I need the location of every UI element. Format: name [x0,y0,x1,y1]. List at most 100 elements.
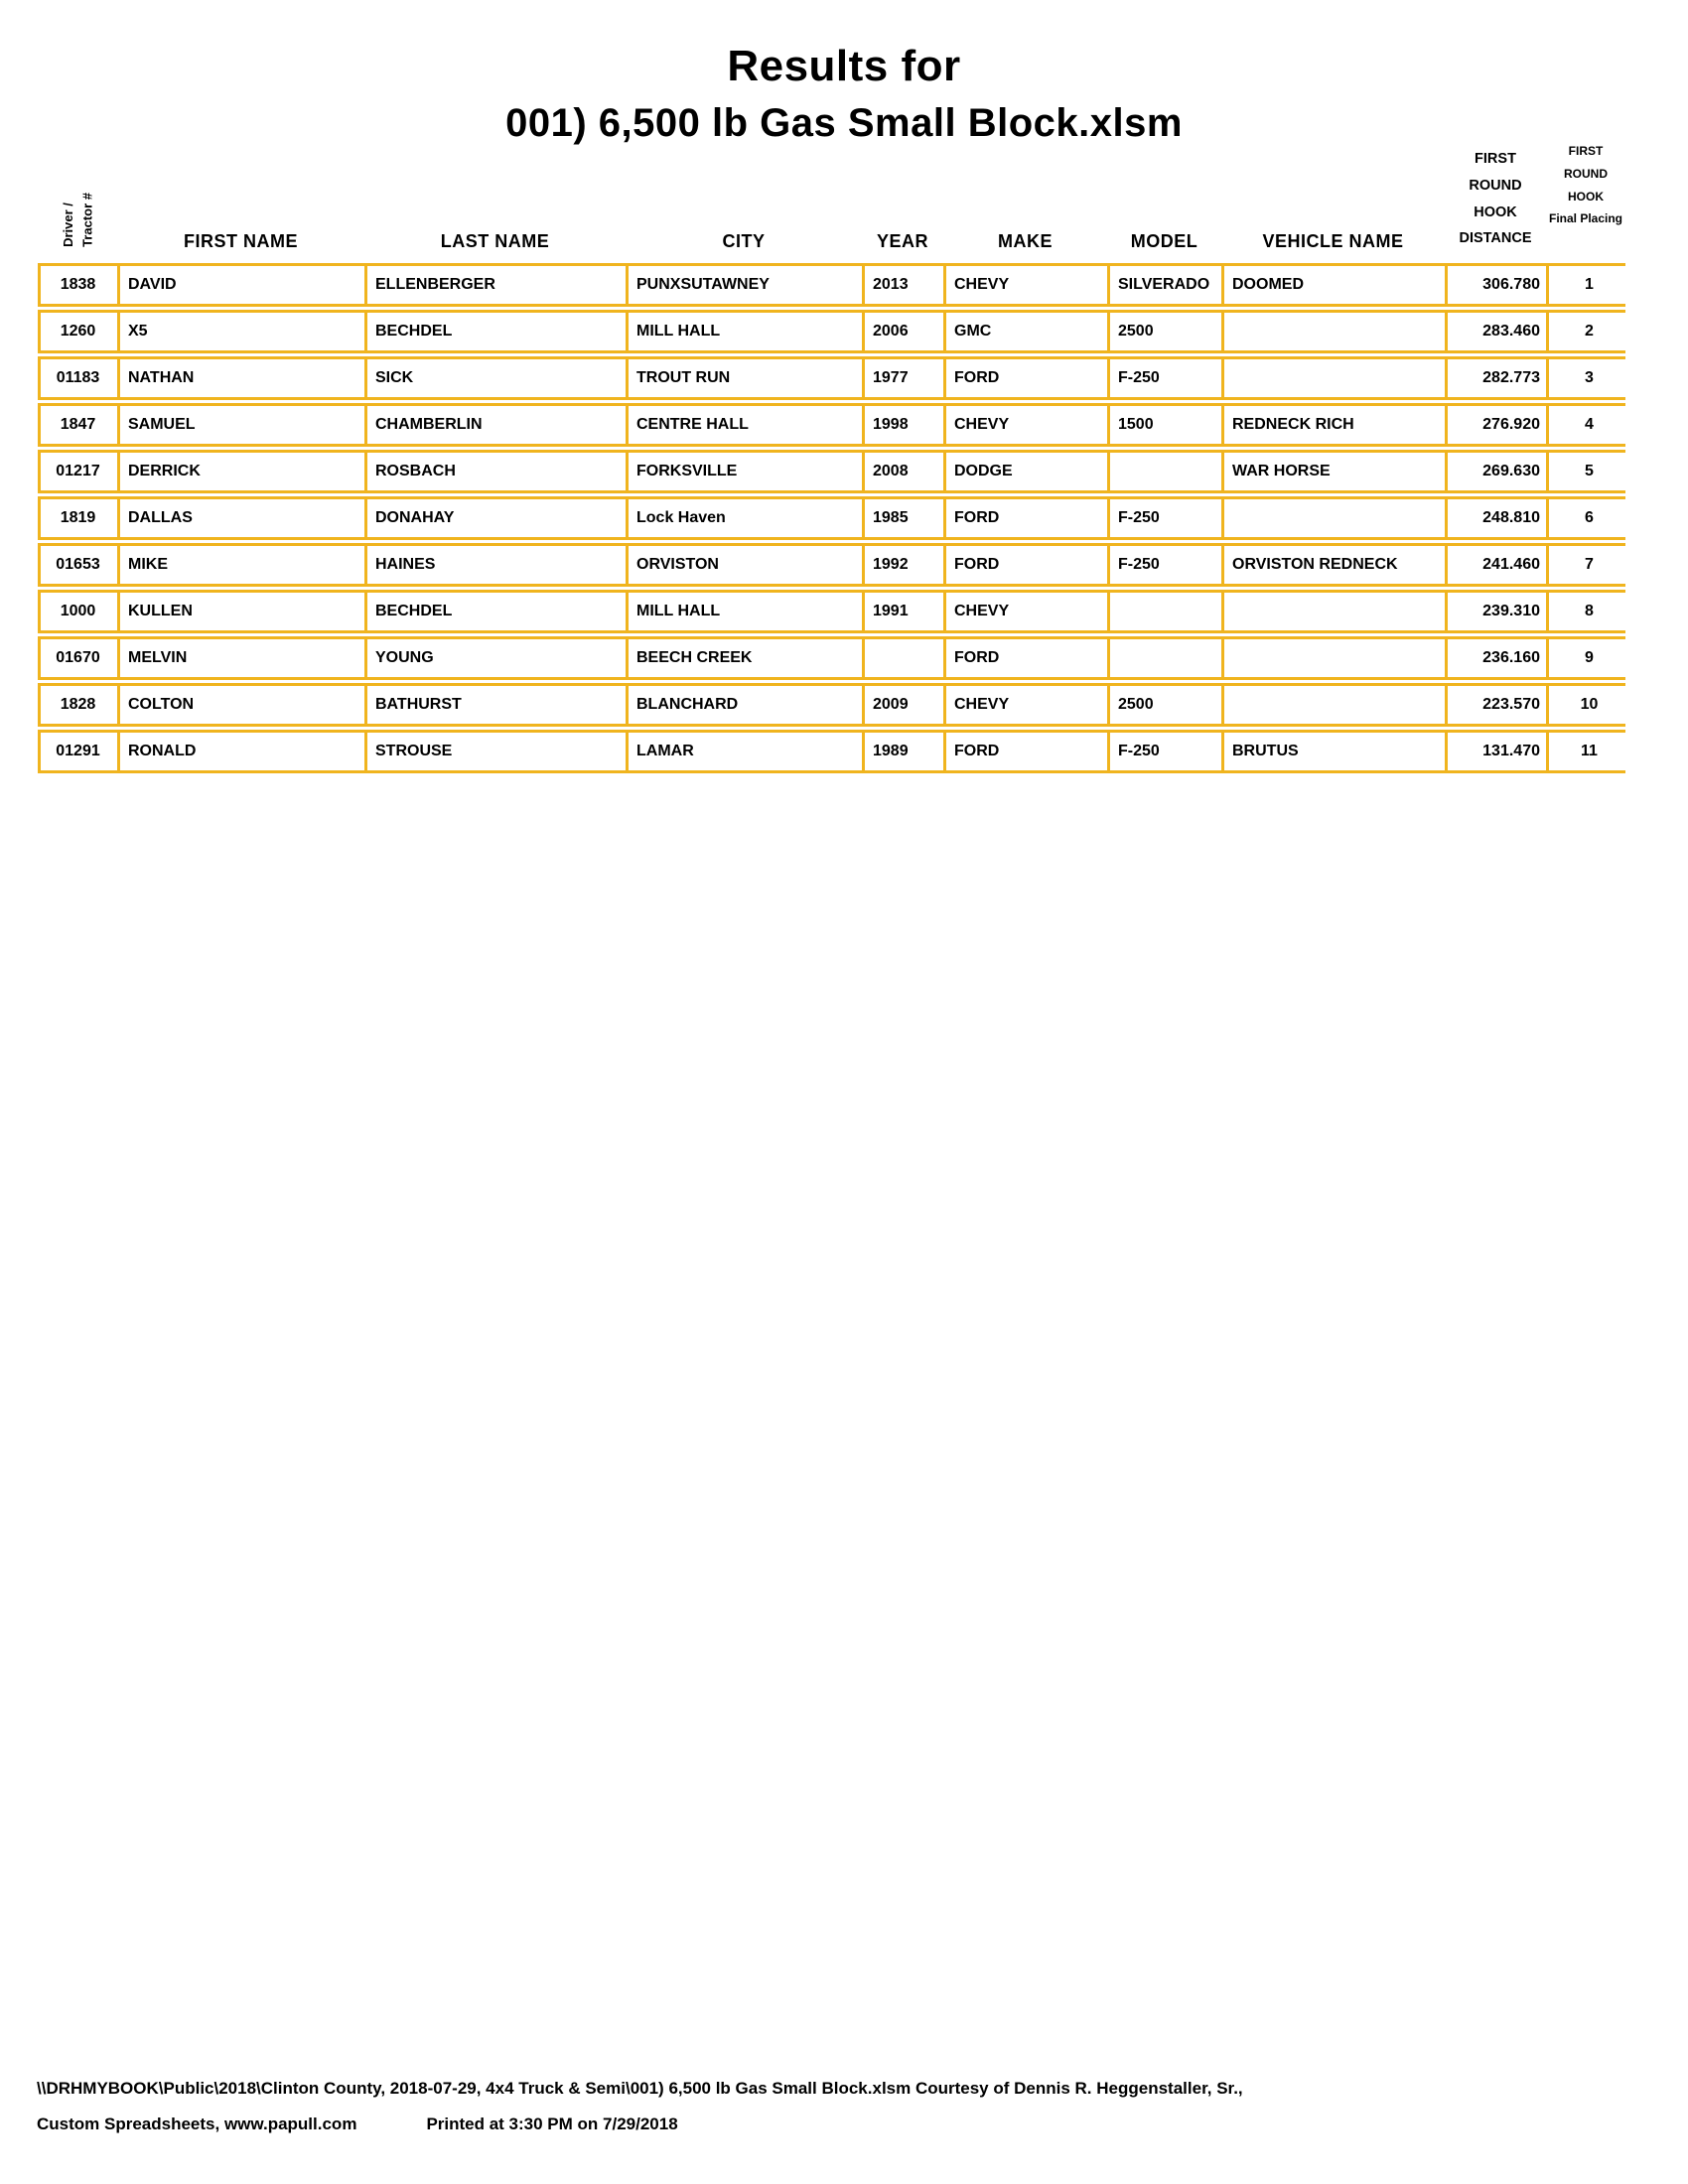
table-row: 01217 DERRICK ROSBACH FORKSVILLE 2008 DO… [38,450,1625,494]
cell-year: 1977 [862,356,943,401]
cell-first-round-hook-distance: 306.780 [1445,263,1546,308]
cell-final-placing: 4 [1546,403,1625,448]
cell-year: 1989 [862,730,943,774]
cell-model: F-250 [1107,496,1221,541]
cell-first-name: X5 [117,310,364,354]
cell-vehicle-name [1221,683,1445,728]
cell-year: 1992 [862,543,943,588]
cell-last-name: STROUSE [364,730,626,774]
cell-first-round-hook-distance: 269.630 [1445,450,1546,494]
cell-vehicle-name: REDNECK RICH [1221,403,1445,448]
cell-final-placing: 7 [1546,543,1625,588]
header-last-name: LAST NAME [440,231,550,252]
cell-first-round-hook-distance: 241.460 [1445,543,1546,588]
table-row: 1819 DALLAS DONAHAY Lock Haven 1985 FORD… [38,496,1625,541]
header-vehicle-name: VEHICLE NAME [1262,231,1404,252]
cell-first-name: SAMUEL [117,403,364,448]
cell-make: GMC [943,310,1107,354]
cell-final-placing: 9 [1546,636,1625,681]
cell-make: FORD [943,356,1107,401]
cell-vehicle-name [1221,496,1445,541]
cell-model [1107,590,1221,634]
cell-year: 1998 [862,403,943,448]
cell-driver-tractor-number: 01183 [38,356,117,401]
table-row: 1828 COLTON BATHURST BLANCHARD 2009 CHEV… [38,683,1625,728]
cell-first-name: KULLEN [117,590,364,634]
footer-credits-line: Custom Spreadsheets, www.papull.com Print… [37,2107,1655,2142]
cell-first-name: DERRICK [117,450,364,494]
cell-first-round-hook-distance: 223.570 [1445,683,1546,728]
cell-driver-tractor-number: 1819 [38,496,117,541]
header-first-round-hook-final-placing: FIRST ROUND HOOK Final Placing [1548,144,1622,226]
cell-last-name: DONAHAY [364,496,626,541]
header-model: MODEL [1130,231,1198,252]
table-row: 1000 KULLEN BECHDEL MILL HALL 1991 CHEVY… [38,590,1625,634]
cell-model [1107,636,1221,681]
cell-city: ORVISTON [626,543,862,588]
cell-vehicle-name: ORVISTON REDNECK [1221,543,1445,588]
cell-final-placing: 8 [1546,590,1625,634]
cell-vehicle-name [1221,356,1445,401]
header-year: YEAR [876,231,928,252]
results-table: Driver / Tractor # FIRST NAME LAST NAME … [38,137,1625,776]
cell-first-round-hook-distance: 276.920 [1445,403,1546,448]
cell-model: 1500 [1107,403,1221,448]
header-driver-tractor-number-label: Driver / Tractor # [60,193,95,248]
cell-city: MILL HALL [626,310,862,354]
cell-year: 1991 [862,590,943,634]
cell-year: 2006 [862,310,943,354]
cell-vehicle-name: WAR HORSE [1221,450,1445,494]
cell-first-round-hook-distance: 239.310 [1445,590,1546,634]
cell-model: F-250 [1107,543,1221,588]
cell-driver-tractor-number: 1838 [38,263,117,308]
cell-final-placing: 10 [1546,683,1625,728]
cell-make: CHEVY [943,683,1107,728]
cell-first-name: NATHAN [117,356,364,401]
cell-last-name: YOUNG [364,636,626,681]
cell-driver-tractor-number: 01291 [38,730,117,774]
cell-last-name: CHAMBERLIN [364,403,626,448]
cell-first-round-hook-distance: 248.810 [1445,496,1546,541]
cell-city: CENTRE HALL [626,403,862,448]
cell-model: SILVERADO [1107,263,1221,308]
cell-city: LAMAR [626,730,862,774]
cell-first-name: DALLAS [117,496,364,541]
cell-city: FORKSVILLE [626,450,862,494]
cell-first-name: RONALD [117,730,364,774]
table-row: 1847 SAMUEL CHAMBERLIN CENTRE HALL 1998 … [38,403,1625,448]
cell-model: 2500 [1107,310,1221,354]
header-first-round-hook-distance: FIRST ROUND HOOK DISTANCE [1459,150,1532,247]
cell-vehicle-name: DOOMED [1221,263,1445,308]
cell-first-round-hook-distance: 131.470 [1445,730,1546,774]
cell-city: TROUT RUN [626,356,862,401]
cell-driver-tractor-number: 01653 [38,543,117,588]
cell-last-name: BECHDEL [364,310,626,354]
cell-driver-tractor-number: 1000 [38,590,117,634]
cell-make: DODGE [943,450,1107,494]
page-footer: \\DRHMYBOOK\Public\2018\Clinton County, … [37,2071,1655,2141]
cell-driver-tractor-number: 01217 [38,450,117,494]
cell-driver-tractor-number: 1828 [38,683,117,728]
cell-last-name: HAINES [364,543,626,588]
cell-final-placing: 1 [1546,263,1625,308]
page-title: Results for [727,42,961,90]
cell-vehicle-name [1221,310,1445,354]
cell-driver-tractor-number: 1260 [38,310,117,354]
cell-first-round-hook-distance: 236.160 [1445,636,1546,681]
cell-model: F-250 [1107,730,1221,774]
cell-year: 1985 [862,496,943,541]
cell-model: F-250 [1107,356,1221,401]
cell-city: Lock Haven [626,496,862,541]
cell-make: FORD [943,730,1107,774]
cell-driver-tractor-number: 01670 [38,636,117,681]
cell-city: BEECH CREEK [626,636,862,681]
cell-final-placing: 5 [1546,450,1625,494]
cell-city: MILL HALL [626,590,862,634]
cell-city: PUNXSUTAWNEY [626,263,862,308]
cell-year: 2013 [862,263,943,308]
cell-first-round-hook-distance: 283.460 [1445,310,1546,354]
cell-model: 2500 [1107,683,1221,728]
cell-final-placing: 11 [1546,730,1625,774]
cell-make: CHEVY [943,590,1107,634]
